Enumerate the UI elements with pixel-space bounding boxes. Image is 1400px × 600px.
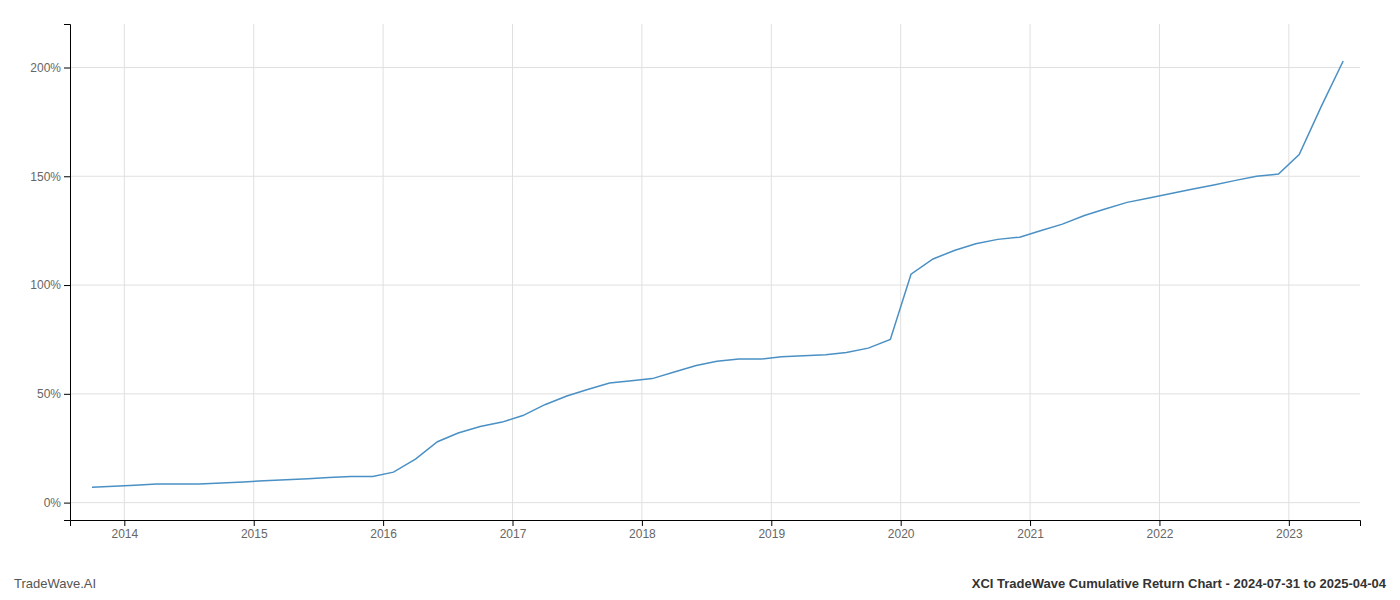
- title: XCI TradeWave Cumulative Return Chart - …: [972, 576, 1387, 591]
- grid-line: [70, 393, 1360, 394]
- y-axis-line: [64, 25, 71, 521]
- y-tick: 100%: [30, 278, 70, 292]
- y-tick-mark: [64, 394, 70, 395]
- y-tick: 0%: [44, 496, 70, 510]
- x-tick-label: 2020: [888, 527, 915, 541]
- x-tick-mark: [901, 520, 902, 526]
- y-axis: 0% 50% 100% 150% 200%: [30, 25, 70, 521]
- x-tick-mark: [513, 520, 514, 526]
- grid-line: [70, 176, 1360, 177]
- plot-area: 2014 2015 2016 2017 2018 2019 2020 2021 2022 2023…: [30, 24, 1360, 541]
- y-tick-mark: [64, 503, 70, 504]
- grid-line: [70, 502, 1360, 503]
- y-tick: 50%: [37, 387, 70, 401]
- y-tick-label: 50%: [37, 387, 61, 401]
- x-axis: 2014 2015 2016 2017 2018 2019 2020 2021 2022 2023: [71, 520, 1361, 541]
- x-tick-label: 2016: [370, 527, 397, 541]
- x-tick-label: 2018: [629, 527, 656, 541]
- grid-line: [771, 24, 772, 520]
- x-tick-mark: [1030, 520, 1031, 526]
- grid-line: [512, 24, 513, 520]
- y-tick-label: 0%: [44, 496, 62, 510]
- grid-line: [70, 285, 1360, 286]
- x-tick-mark: [254, 520, 255, 526]
- x-tick: 2016: [370, 520, 397, 541]
- x-tick-mark: [124, 520, 125, 526]
- grid-line: [1288, 24, 1289, 520]
- marks: [92, 61, 1343, 487]
- y-tick-label: 200%: [30, 61, 61, 75]
- y-tick-label: 150%: [30, 170, 61, 184]
- x-tick-label: 2017: [500, 527, 527, 541]
- chart: 2014 2015 2016 2017 2018 2019 2020 2021 2022 2023…: [0, 0, 1400, 600]
- x-tick-label: 2014: [111, 527, 138, 541]
- x-tick-mark: [771, 520, 772, 526]
- grid-line: [253, 24, 254, 520]
- x-tick: 2018: [629, 520, 656, 541]
- x-tick: 2015: [241, 520, 268, 541]
- grid-line: [383, 24, 384, 520]
- x-tick-mark: [383, 520, 384, 526]
- x-tick: 2023: [1276, 520, 1303, 541]
- x-tick: 2017: [500, 520, 527, 541]
- x-tick-label: 2022: [1147, 527, 1174, 541]
- x-tick-mark: [1289, 520, 1290, 526]
- footer-left: TradeWave.AI: [14, 576, 96, 591]
- y-tick: 200%: [30, 61, 70, 75]
- y-tick-mark: [64, 285, 70, 286]
- grid: [70, 24, 1360, 520]
- x-tick-mark: [1159, 520, 1160, 526]
- x-tick: 2022: [1147, 520, 1174, 541]
- grid-line: [900, 24, 901, 520]
- grid-line: [1030, 24, 1031, 520]
- x-tick: 2021: [1017, 520, 1044, 541]
- grid-line: [124, 24, 125, 520]
- x-tick: 2019: [758, 520, 785, 541]
- x-tick-label: 2015: [241, 527, 268, 541]
- y-tick-mark: [64, 176, 70, 177]
- x-tick-label: 2023: [1276, 527, 1303, 541]
- grid-line: [641, 24, 642, 520]
- grid-line: [70, 67, 1360, 68]
- x-tick: 2020: [888, 520, 915, 541]
- y-tick-label: 100%: [30, 278, 61, 292]
- x-tick: 2014: [111, 520, 138, 541]
- grid-line: [1159, 24, 1160, 520]
- x-tick-mark: [642, 520, 643, 526]
- y-tick-mark: [64, 68, 70, 69]
- x-axis-line: [71, 521, 1361, 527]
- x-tick-label: 2021: [1017, 527, 1044, 541]
- y-tick: 150%: [30, 170, 70, 184]
- x-tick-label: 2019: [758, 527, 785, 541]
- line: [92, 61, 1343, 487]
